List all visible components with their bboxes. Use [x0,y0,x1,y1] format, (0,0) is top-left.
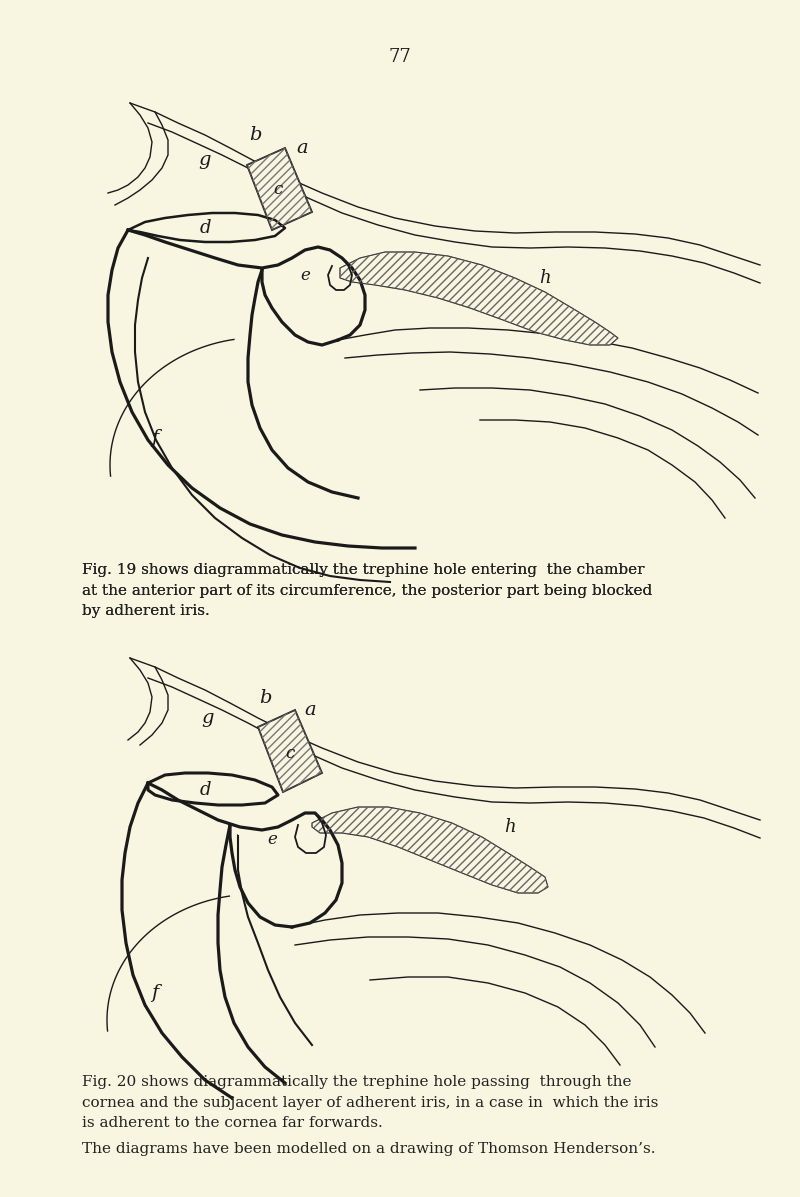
Polygon shape [340,253,618,345]
Text: g: g [198,151,211,169]
Text: Fig. 19 shows diagrammatically the trephine hole entering  the chamber
at the an: Fig. 19 shows diagrammatically the treph… [82,563,652,618]
Text: a: a [296,139,308,157]
Polygon shape [230,813,325,853]
Polygon shape [258,710,322,792]
Text: g: g [202,709,214,727]
Text: c: c [274,182,282,199]
Text: e: e [300,267,310,284]
Text: d: d [199,780,210,800]
Text: b: b [258,689,271,707]
Text: b: b [249,126,262,144]
Polygon shape [148,773,278,806]
Polygon shape [312,807,548,893]
Text: e: e [267,832,277,849]
Polygon shape [262,247,352,292]
Text: a: a [304,701,316,719]
Text: f: f [151,984,158,1002]
Text: Fig. 19 shows diagrammatically the trephine hole entering  the chamber
at the an: Fig. 19 shows diagrammatically the treph… [82,563,652,618]
Polygon shape [340,253,618,345]
Polygon shape [247,148,312,230]
Text: d: d [199,219,210,237]
Polygon shape [312,807,548,893]
Text: 77: 77 [389,48,411,66]
Text: Fig. 20 shows diagrammatically the trephine hole passing  through the
cornea and: Fig. 20 shows diagrammatically the treph… [82,1075,658,1130]
Text: f: f [151,429,158,446]
Text: The diagrams have been modelled on a drawing of Thomson Henderson’s.: The diagrams have been modelled on a dra… [82,1142,655,1156]
Text: h: h [539,269,551,287]
Text: c: c [286,745,294,761]
Polygon shape [128,213,285,242]
Text: h: h [504,818,516,836]
